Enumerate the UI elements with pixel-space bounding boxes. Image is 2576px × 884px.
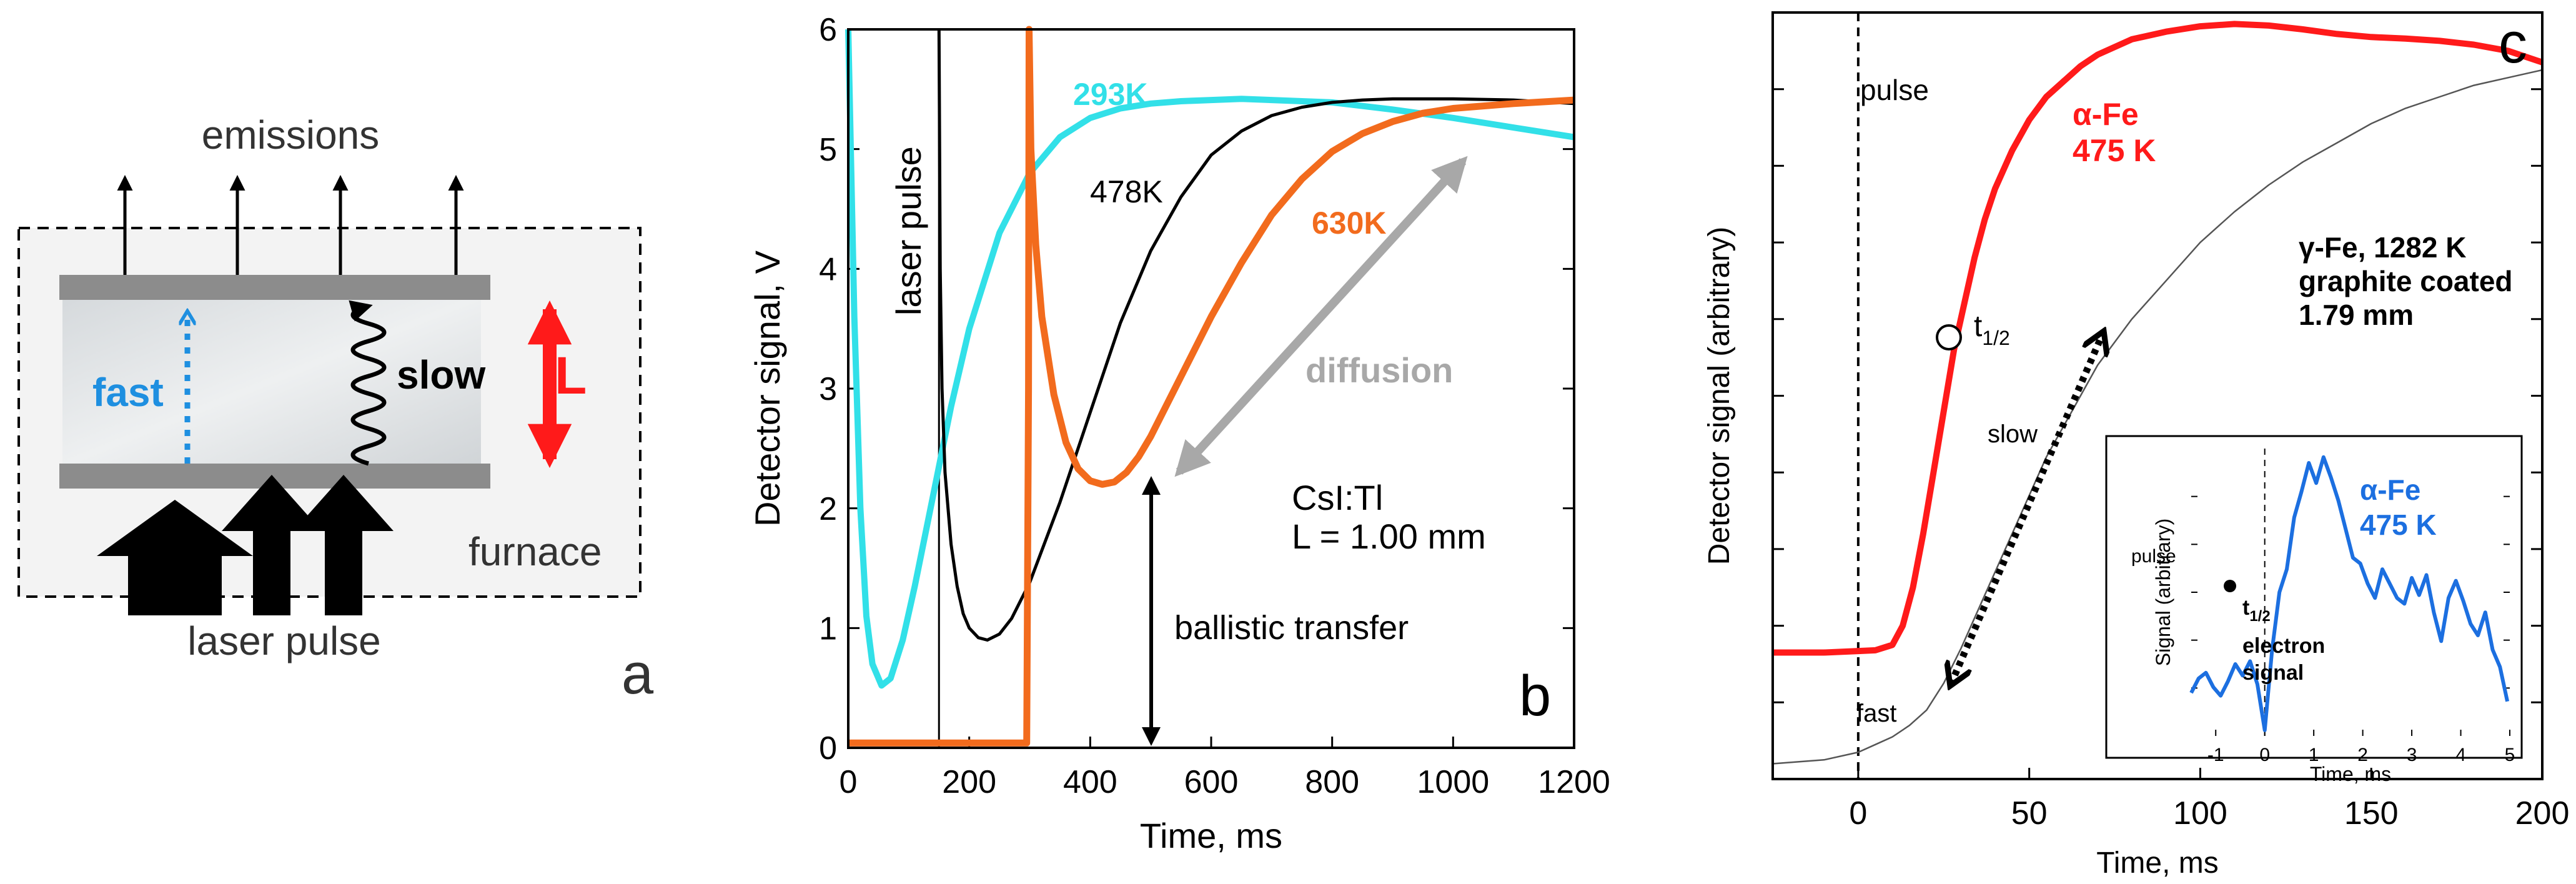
x-tick-label: 600 — [1184, 764, 1239, 800]
alpha-fe-temp: 475 K — [2073, 133, 2156, 168]
x-axis-title: Time, ms — [2096, 847, 2219, 880]
inset-pulse-label: pulse — [2131, 546, 2176, 567]
thickness-label: L = 1.00 mm — [1292, 517, 1486, 556]
x-tick-label: 3 — [2407, 745, 2417, 765]
t-half-t: t — [1974, 310, 1982, 343]
panel-a-schematic: emissions fast slow L furnace laser puls… — [17, 112, 654, 706]
y-tick-label: 3 — [819, 371, 837, 407]
ballistic-label: ballistic transfer — [1174, 609, 1409, 647]
slow-zigzag — [349, 300, 387, 466]
length-label: L — [555, 346, 587, 405]
t-half-marker — [1936, 324, 1962, 350]
slow-label: slow — [397, 352, 485, 397]
y-tick-label: 4 — [819, 252, 837, 288]
fast-label: fast — [92, 370, 164, 415]
pulse-label: pulse — [1860, 74, 1929, 106]
laser-pulse-label: laser pulse — [187, 618, 381, 663]
sample-label: CsI:Tl — [1292, 478, 1383, 517]
inset-electron-line2: signal — [2242, 661, 2304, 685]
inset-alpha-label: α-Fe — [2360, 474, 2420, 506]
laser-arrows — [97, 475, 394, 615]
x-tick-label: 200 — [2515, 795, 2570, 832]
inset-alpha-temp: 475 K — [2360, 509, 2437, 541]
series-label-293K: 293K — [1073, 77, 1148, 112]
x-tick-label: 1 — [2309, 745, 2319, 765]
x-tick-label: 4 — [2455, 745, 2466, 765]
y-axis-title: Detector signal (arbitrary) — [1703, 227, 1736, 565]
t-half-label: t1/2 — [1974, 310, 2010, 349]
panel-b-frame — [847, 28, 1575, 749]
gamma-fe-line2: graphite coated — [2299, 265, 2513, 297]
panel-c-frame — [1771, 11, 2544, 780]
x-tick-label: 1000 — [1417, 764, 1489, 800]
x-tick-label: 1200 — [1538, 764, 1610, 800]
emissions-label: emissions — [202, 112, 380, 157]
series-label-630K: 630K — [1312, 206, 1387, 241]
diffusion-label: diffusion — [1305, 350, 1453, 390]
panel-c-letter: c — [2499, 11, 2527, 75]
x-tick-label: -1 — [2207, 745, 2224, 765]
x-tick-label: 200 — [942, 764, 996, 800]
panel-b-axes: 0 200 400 600 800 1000 1200 0 1 2 3 4 5 6 Time, ms Dete… — [748, 12, 1610, 855]
x-tick-label: 400 — [1063, 764, 1117, 800]
series-line--fe-475-k — [1773, 21, 2544, 656]
inset-t-half-marker — [2224, 580, 2236, 592]
x-tick-label: 0 — [840, 764, 858, 800]
x-axis-title: Time, ms — [1140, 816, 1282, 855]
y-tick-label: 6 — [819, 12, 837, 48]
alpha-fe-label: α-Fe — [2073, 97, 2139, 132]
series-line--fe-475-k-electron-signal — [2189, 455, 2510, 732]
gamma-fe-line3: 1.79 mm — [2299, 299, 2414, 331]
x-axis-title: Time, ms — [2310, 763, 2391, 785]
panel-a-letter: a — [622, 642, 654, 706]
x-tick-label: 2 — [2357, 745, 2368, 765]
slow-fast-arrow — [1950, 331, 2104, 686]
panel-b-letter: b — [1519, 664, 1551, 728]
inset-t-half-sub: 1/2 — [2249, 608, 2270, 625]
x-tick-label: 100 — [2173, 795, 2227, 832]
y-tick-label: 5 — [819, 132, 837, 168]
inset-frame — [2105, 435, 2523, 759]
series-label-478K: 478K — [1090, 174, 1163, 209]
emission-arrows — [117, 175, 464, 275]
y-axis-title: Detector signal, V — [748, 250, 787, 527]
series-line-630k — [848, 26, 1575, 747]
top-plate — [59, 275, 490, 300]
inset-series — [2189, 455, 2510, 732]
x-tick-label: 5 — [2505, 745, 2515, 765]
x-tick-label: 800 — [1305, 764, 1359, 800]
y-tick-label: 2 — [819, 491, 837, 527]
inset-t-half-label: t1/2 — [2242, 596, 2271, 625]
furnace-label: furnace — [468, 529, 602, 574]
x-tick-label: 0 — [2259, 745, 2270, 765]
t-half-sub: 1/2 — [1982, 327, 2009, 349]
laser-pulse-label: laser pulse — [889, 146, 928, 315]
y-tick-label: 1 — [819, 611, 837, 647]
panel-b-chart: 0 200 400 600 800 1000 1200 0 1 2 3 4 5 6 Time, ms Dete… — [748, 12, 1610, 855]
diffusion-arrow — [1174, 156, 1468, 477]
y-tick-label: 0 — [819, 730, 837, 767]
y-axis-title: Signal (arbitrary) — [2152, 519, 2174, 667]
fast-label: fast — [1856, 700, 1896, 727]
panel-b-series — [845, 26, 1575, 747]
inset-axes: -1 0 1 2 3 4 5 Time, ms Signal (arbitrary) — [2152, 449, 2515, 785]
x-tick-label: 0 — [1849, 795, 1867, 832]
inset-t-half-t: t — [2242, 596, 2249, 620]
gamma-fe-line1: γ-Fe, 1282 K — [2299, 231, 2466, 264]
slow-label: slow — [1988, 420, 2038, 448]
x-tick-label: 50 — [2011, 795, 2048, 832]
x-tick-label: 150 — [2344, 795, 2399, 832]
sample-slab — [62, 297, 481, 465]
inset-electron-line1: electron — [2242, 634, 2325, 658]
